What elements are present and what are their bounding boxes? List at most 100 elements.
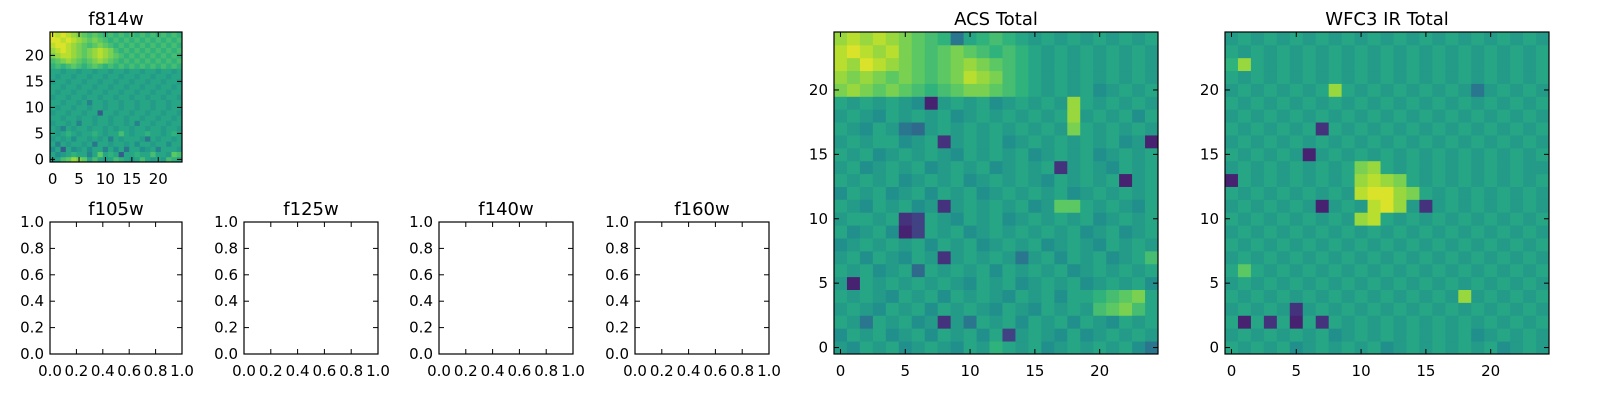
x-tick-label: 20	[1481, 362, 1500, 380]
heatmap-cell	[171, 130, 178, 137]
heatmap-cell	[1536, 199, 1550, 213]
heatmap-cell	[171, 32, 178, 38]
heatmap-cell	[950, 212, 964, 226]
subplot-title: f125w	[283, 199, 338, 220]
heatmap-cell	[81, 125, 88, 132]
heatmap-cell	[134, 73, 141, 80]
heatmap-cell	[1497, 250, 1511, 265]
heatmap-cell	[1419, 238, 1433, 252]
heatmap-cell	[1445, 70, 1459, 84]
heatmap-cell	[166, 120, 172, 126]
heatmap-cell	[1367, 70, 1381, 84]
heatmap-cell	[924, 122, 939, 136]
heatmap-cell	[1002, 122, 1016, 136]
heatmap-cell	[81, 63, 88, 69]
heatmap-cell	[123, 78, 130, 85]
heatmap-cell	[1041, 83, 1055, 97]
heatmap-cell	[1536, 212, 1550, 226]
heatmap-cell	[1523, 199, 1537, 213]
heatmap-cell	[1341, 32, 1355, 46]
heatmap-cell	[834, 238, 848, 252]
heatmap-cell	[1341, 122, 1355, 136]
heatmap-cell	[60, 125, 67, 132]
heatmap-cell	[1380, 32, 1394, 46]
heatmap-cell	[55, 99, 61, 106]
heatmap-cell	[885, 109, 900, 123]
heatmap-cell	[1054, 250, 1068, 265]
heatmap-cell	[1536, 83, 1550, 97]
heatmap-cell	[92, 89, 98, 95]
heatmap-cell	[129, 42, 135, 48]
heatmap-cell	[1510, 147, 1524, 162]
heatmap-cell	[834, 57, 848, 72]
heatmap-cell	[1054, 96, 1068, 110]
heatmap-cell	[1067, 44, 1081, 59]
heatmap-cell	[1225, 315, 1239, 329]
heatmap-cell	[1145, 122, 1159, 136]
heatmap-cell	[1536, 250, 1550, 265]
heatmap-cell	[1250, 109, 1265, 123]
heatmap-cell	[1445, 160, 1459, 175]
heatmap-cell	[129, 52, 135, 59]
heatmap-cell	[1225, 250, 1239, 265]
heatmap-cell	[134, 47, 141, 54]
heatmap-cell	[1315, 173, 1330, 187]
heatmap-cell	[160, 94, 167, 100]
heatmap-cell	[123, 63, 130, 69]
y-tick-label: 0.4	[214, 292, 238, 310]
heatmap-cell	[71, 73, 77, 80]
heatmap-cell	[1536, 225, 1550, 239]
heatmap-cell	[1119, 263, 1133, 278]
heatmap-cell	[1302, 160, 1317, 175]
heatmap-cell	[160, 104, 167, 111]
heatmap-cell	[859, 276, 874, 290]
heatmap-cell	[1015, 276, 1029, 290]
heatmap-cell	[950, 250, 964, 265]
heatmap-cell	[937, 44, 952, 59]
heatmap-cell	[1432, 276, 1446, 290]
heatmap-cell	[1002, 70, 1016, 84]
heatmap-cell	[1445, 173, 1459, 187]
heatmap-cell	[166, 141, 172, 147]
heatmap-cell	[139, 47, 146, 54]
heatmap-cell	[81, 89, 88, 95]
heatmap-cell	[846, 186, 861, 200]
heatmap-cell	[1484, 276, 1498, 290]
heatmap-cell	[1015, 341, 1029, 355]
heatmap-cell	[924, 199, 939, 213]
x-tick-label: 0.0	[427, 362, 451, 380]
heatmap-cell	[1289, 315, 1304, 329]
heatmap-cell	[118, 68, 125, 74]
heatmap-cell	[1015, 173, 1029, 187]
heatmap-cell	[1002, 238, 1016, 252]
heatmap-cell	[129, 141, 135, 147]
heatmap-cell	[937, 160, 952, 175]
heatmap-cell	[1419, 147, 1433, 162]
heatmap-cell	[129, 37, 135, 43]
heatmap-cell	[1497, 199, 1511, 213]
heatmap-cell	[65, 136, 72, 142]
heatmap-cell	[1419, 302, 1433, 316]
heatmap-cell	[1380, 212, 1394, 226]
heatmap-cell	[1497, 32, 1511, 46]
heatmap-cell	[1015, 122, 1029, 136]
heatmap-cell	[846, 263, 861, 278]
heatmap-cell	[1028, 263, 1042, 278]
heatmap-cell	[1315, 147, 1330, 162]
heatmap-cell	[898, 57, 913, 72]
heatmap-cell	[81, 52, 88, 59]
heatmap-cell	[976, 199, 990, 213]
heatmap-cell	[1015, 70, 1029, 84]
heatmap-cell	[92, 47, 98, 54]
heatmap-cell	[160, 141, 167, 147]
heatmap-cell	[71, 68, 77, 74]
heatmap-cell	[81, 120, 88, 126]
heatmap-cell	[1093, 276, 1107, 290]
heatmap-cell	[1106, 57, 1120, 72]
heatmap-cell	[1054, 315, 1068, 329]
heatmap-cell	[155, 94, 162, 100]
heatmap-cell	[134, 89, 141, 95]
heatmap-cell	[1028, 70, 1042, 84]
heatmap-cell	[129, 63, 135, 69]
heatmap-cell	[1028, 57, 1042, 72]
